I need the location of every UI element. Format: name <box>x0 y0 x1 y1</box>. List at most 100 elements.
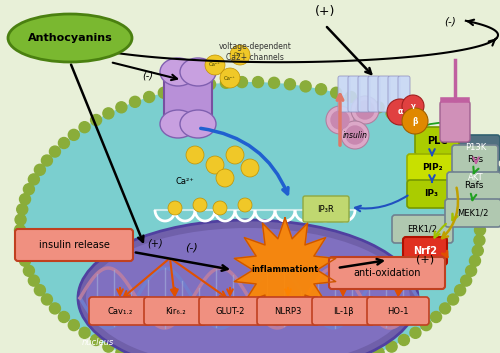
Text: inflammationt: inflammationt <box>252 265 318 275</box>
Circle shape <box>16 204 28 215</box>
Circle shape <box>24 265 34 276</box>
Circle shape <box>430 138 442 149</box>
Circle shape <box>206 156 224 174</box>
Circle shape <box>68 319 80 331</box>
Circle shape <box>402 95 424 117</box>
Text: NLRP3: NLRP3 <box>274 306 301 316</box>
Circle shape <box>241 159 259 177</box>
Circle shape <box>474 235 485 246</box>
FancyBboxPatch shape <box>452 135 500 161</box>
Circle shape <box>420 129 432 140</box>
Circle shape <box>20 194 30 205</box>
Polygon shape <box>234 218 336 322</box>
Circle shape <box>474 225 486 235</box>
Text: γ: γ <box>410 103 416 109</box>
Circle shape <box>79 122 90 133</box>
Circle shape <box>238 198 252 212</box>
Text: GLUT-2: GLUT-2 <box>216 306 244 316</box>
Ellipse shape <box>180 110 216 138</box>
Circle shape <box>205 55 225 75</box>
Circle shape <box>168 201 182 215</box>
Text: Cav₁.₂: Cav₁.₂ <box>108 306 132 316</box>
Circle shape <box>387 99 413 125</box>
FancyBboxPatch shape <box>15 229 133 261</box>
Circle shape <box>284 79 296 90</box>
FancyBboxPatch shape <box>358 76 370 112</box>
Ellipse shape <box>8 14 132 62</box>
FancyBboxPatch shape <box>199 297 261 325</box>
Circle shape <box>42 155 52 166</box>
Text: IP₃R: IP₃R <box>318 204 334 214</box>
Circle shape <box>193 198 207 212</box>
Circle shape <box>68 129 80 140</box>
Circle shape <box>79 327 90 338</box>
FancyBboxPatch shape <box>453 165 499 191</box>
Text: IP₃: IP₃ <box>424 190 438 198</box>
Text: (+): (+) <box>147 238 163 248</box>
Circle shape <box>346 126 364 144</box>
Circle shape <box>189 81 200 92</box>
Ellipse shape <box>31 93 469 353</box>
Text: Anthocyanins: Anthocyanins <box>28 33 112 43</box>
FancyBboxPatch shape <box>303 196 349 222</box>
Text: Ras: Ras <box>467 155 483 163</box>
Text: MEK1/2: MEK1/2 <box>458 209 488 217</box>
Text: (-): (-) <box>186 242 198 252</box>
Circle shape <box>410 327 421 338</box>
Circle shape <box>472 204 484 215</box>
FancyBboxPatch shape <box>367 297 429 325</box>
Text: Ca²⁺: Ca²⁺ <box>234 53 246 58</box>
Circle shape <box>410 122 421 133</box>
Circle shape <box>448 155 458 166</box>
Text: (+): (+) <box>315 6 335 18</box>
Text: (-): (-) <box>444 17 456 27</box>
Circle shape <box>356 101 374 119</box>
Circle shape <box>90 114 102 126</box>
Circle shape <box>15 235 26 246</box>
FancyBboxPatch shape <box>407 154 458 182</box>
Circle shape <box>466 184 476 195</box>
Circle shape <box>331 111 349 129</box>
Text: α: α <box>398 108 402 116</box>
Text: Kir₆.₂: Kir₆.₂ <box>164 306 186 316</box>
FancyBboxPatch shape <box>452 145 498 173</box>
Circle shape <box>226 146 244 164</box>
Circle shape <box>398 114 409 126</box>
Circle shape <box>58 311 70 323</box>
Text: PLC: PLC <box>426 136 448 146</box>
Text: Ca²⁺: Ca²⁺ <box>209 62 221 67</box>
Circle shape <box>398 335 409 346</box>
Circle shape <box>28 174 40 185</box>
Text: ERK1/2: ERK1/2 <box>407 225 437 233</box>
Circle shape <box>346 91 356 102</box>
FancyBboxPatch shape <box>89 297 151 325</box>
FancyBboxPatch shape <box>388 76 400 112</box>
Text: insulin release: insulin release <box>38 240 110 250</box>
Text: Ca²⁺: Ca²⁺ <box>224 76 236 80</box>
Text: (+): (+) <box>416 255 434 265</box>
Ellipse shape <box>78 220 418 353</box>
Circle shape <box>158 87 170 98</box>
FancyBboxPatch shape <box>392 215 453 243</box>
Text: (-): (-) <box>142 71 154 81</box>
FancyBboxPatch shape <box>348 76 360 112</box>
Circle shape <box>42 294 52 305</box>
Circle shape <box>466 265 476 276</box>
Circle shape <box>472 245 484 256</box>
Circle shape <box>430 311 442 323</box>
Circle shape <box>50 303 60 314</box>
Circle shape <box>360 96 370 107</box>
Circle shape <box>220 77 232 88</box>
Text: Ca²⁺: Ca²⁺ <box>176 178 195 186</box>
Circle shape <box>50 146 60 157</box>
Circle shape <box>186 146 204 164</box>
Text: nucleus: nucleus <box>82 338 114 347</box>
Circle shape <box>58 138 70 149</box>
FancyBboxPatch shape <box>368 76 380 112</box>
Circle shape <box>351 96 379 124</box>
Circle shape <box>34 285 46 296</box>
FancyBboxPatch shape <box>257 297 319 325</box>
Circle shape <box>15 214 26 225</box>
Circle shape <box>28 275 40 286</box>
Circle shape <box>440 303 450 314</box>
